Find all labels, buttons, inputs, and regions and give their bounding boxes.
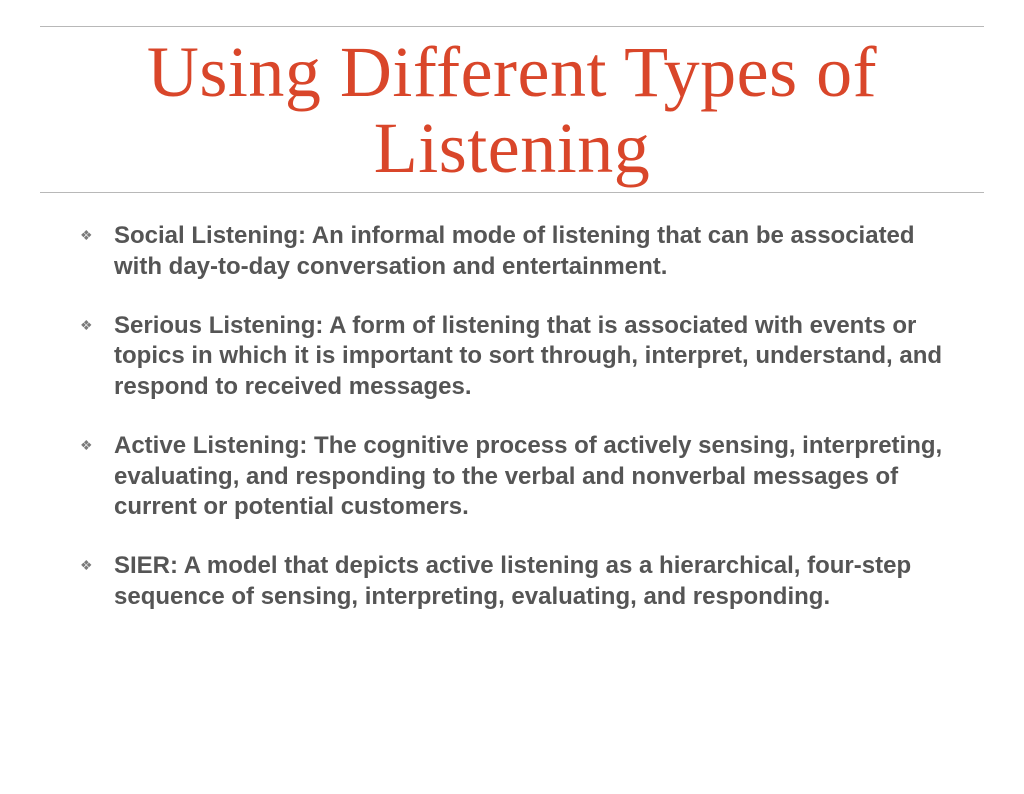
list-item-text: SIER: A model that depicts active listen…: [114, 552, 911, 610]
slide: Using Different Types of Listening ❖ Soc…: [0, 26, 1024, 794]
diamond-bullet-icon: ❖: [80, 437, 93, 455]
list-item: ❖ Active Listening: The cognitive proces…: [80, 431, 960, 523]
list-item: ❖ SIER: A model that depicts active list…: [80, 551, 960, 612]
bullet-list: ❖ Social Listening: An informal mode of …: [40, 221, 984, 612]
divider-bottom: [40, 192, 984, 193]
slide-title: Using Different Types of Listening: [40, 35, 984, 186]
title-block: Using Different Types of Listening: [40, 27, 984, 186]
list-item-text: Active Listening: The cognitive process …: [114, 432, 942, 520]
list-item: ❖ Social Listening: An informal mode of …: [80, 221, 960, 282]
list-item: ❖ Serious Listening: A form of listening…: [80, 311, 960, 403]
diamond-bullet-icon: ❖: [80, 317, 93, 335]
list-item-text: Serious Listening: A form of listening t…: [114, 312, 942, 400]
diamond-bullet-icon: ❖: [80, 227, 93, 245]
diamond-bullet-icon: ❖: [80, 557, 93, 575]
list-item-text: Social Listening: An informal mode of li…: [114, 222, 915, 280]
